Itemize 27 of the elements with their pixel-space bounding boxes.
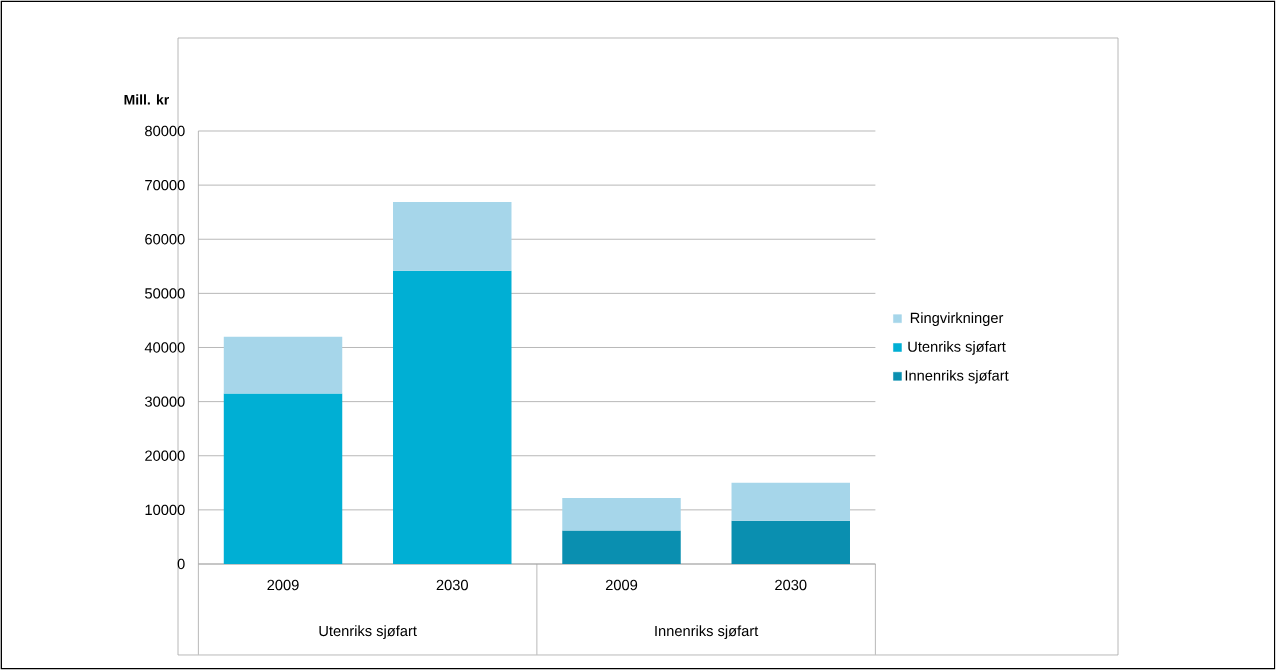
- bar: [393, 201, 512, 271]
- x-tick-label: 2009: [267, 579, 299, 591]
- y-axis-title: Mill. kr: [124, 94, 170, 105]
- y-tick-label: 10000: [145, 504, 185, 516]
- bar: [731, 482, 850, 521]
- legend-label: Innenriks sjøfart: [905, 369, 1009, 384]
- bar: [223, 393, 343, 564]
- bar: [393, 270, 512, 564]
- x-tick-label: 2009: [605, 579, 638, 591]
- bar: [562, 497, 681, 531]
- bar: [562, 530, 681, 564]
- y-tick-label: 80000: [145, 125, 185, 137]
- y-tick-label: 70000: [145, 179, 185, 191]
- text: Utenriks sjøfart: [319, 625, 417, 640]
- text: Innenriks sjøfart: [655, 625, 759, 640]
- x-tick-label: 2030: [436, 579, 468, 591]
- y-tick-label: 60000: [145, 234, 185, 245]
- bar: [731, 520, 850, 564]
- legend-label: Utenriks sjøfart: [908, 341, 1006, 355]
- y-tick-label: 40000: [144, 342, 185, 353]
- x-tick-label: 2030: [775, 579, 807, 591]
- y-tick-label: 50000: [145, 288, 185, 299]
- bar: [223, 336, 343, 394]
- y-tick-label: 0: [177, 558, 185, 570]
- legend-label: Ringvirkninger: [910, 312, 1004, 326]
- y-tick-label: 30000: [145, 396, 185, 407]
- y-tick-label: 20000: [145, 450, 185, 461]
